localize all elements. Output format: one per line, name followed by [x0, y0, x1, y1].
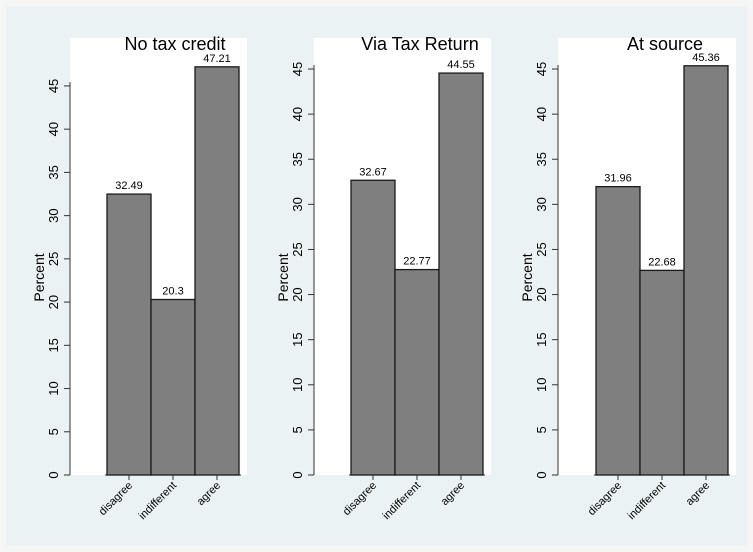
y-tick-label: 5 — [46, 428, 61, 435]
y-tick-label: 25 — [290, 242, 305, 256]
y-tick-label: 45 — [46, 79, 61, 93]
y-tick-label: 30 — [290, 197, 305, 211]
y-tick-label: 40 — [290, 107, 305, 121]
chart-title: No tax credit — [124, 34, 225, 54]
data-label: 20.3 — [162, 285, 183, 297]
y-tick-label: 5 — [290, 426, 305, 433]
y-tick-label: 5 — [534, 426, 549, 433]
y-tick-label: 15 — [534, 332, 549, 346]
chart-panel-3: At source051015202530354045Percent31.96d… — [519, 34, 736, 522]
y-tick-label: 20 — [46, 295, 61, 309]
y-tick-label: 0 — [534, 471, 549, 478]
data-label: 22.68 — [648, 256, 676, 268]
bar-disagree — [350, 179, 396, 476]
bar-agree — [683, 65, 729, 476]
data-label: 47.21 — [203, 53, 231, 65]
bar-agree — [194, 66, 240, 476]
y-tick-label: 40 — [46, 122, 61, 136]
data-label: 32.49 — [115, 180, 143, 192]
y-tick-label: 25 — [534, 242, 549, 256]
bar-indifferent — [394, 268, 440, 476]
y-tick-label: 20 — [290, 287, 305, 301]
bar-indifferent — [639, 269, 685, 476]
y-axis-label: Percent — [31, 253, 47, 301]
y-tick-label: 15 — [290, 332, 305, 346]
y-tick-label: 0 — [290, 471, 305, 478]
y-tick-label: 10 — [534, 378, 549, 392]
bar-indifferent — [150, 298, 196, 476]
y-axis-label: Percent — [275, 253, 291, 301]
y-tick-label: 0 — [46, 471, 61, 478]
y-tick-label: 45 — [290, 62, 305, 76]
bar-agree — [438, 72, 484, 476]
y-tick-label: 40 — [534, 107, 549, 121]
data-label: 45.36 — [692, 52, 720, 64]
bar-disagree — [106, 193, 152, 476]
y-tick-label: 35 — [46, 165, 61, 179]
y-tick-label: 10 — [290, 378, 305, 392]
y-tick-label: 15 — [46, 338, 61, 352]
y-tick-label: 20 — [534, 287, 549, 301]
chart-title: Via Tax Return — [361, 34, 478, 54]
y-tick-label: 45 — [534, 62, 549, 76]
y-axis-label: Percent — [519, 253, 535, 301]
chart-title: At source — [627, 34, 703, 54]
y-tick-label: 30 — [46, 208, 61, 222]
data-label: 31.96 — [604, 173, 632, 185]
y-tick-label: 35 — [290, 152, 305, 166]
data-label: 22.77 — [403, 256, 431, 268]
y-tick-label: 10 — [46, 381, 61, 395]
data-label: 32.67 — [359, 166, 387, 178]
y-tick-label: 30 — [534, 197, 549, 211]
y-tick-label: 25 — [46, 252, 61, 266]
chart-panel-1: No tax credit 0 5 10 15 20 25 30 35 40 45 Percent 32… — [31, 34, 247, 522]
y-tick-label: 35 — [534, 152, 549, 166]
bar-disagree — [595, 186, 641, 476]
chart-panel-2: Via Tax Return 0 5 10 15 20 25 30 35 40 45 Percent 3… — [275, 34, 491, 522]
data-label: 44.55 — [447, 59, 475, 71]
